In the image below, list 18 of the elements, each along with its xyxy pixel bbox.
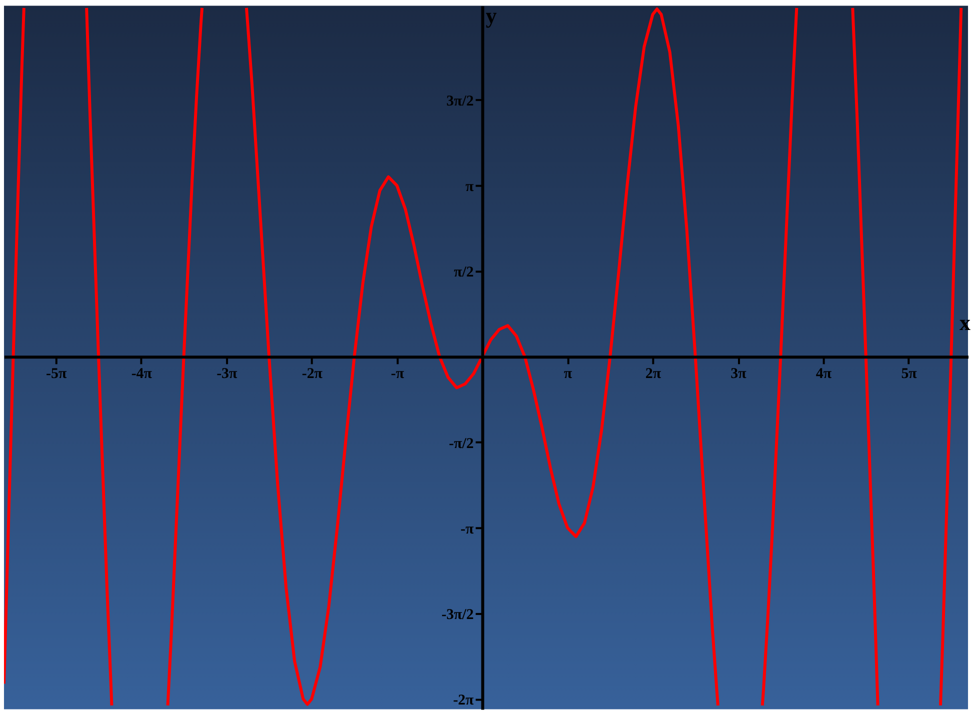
x-tick-label: 5π [901,366,918,382]
x-tick-label: π [564,366,573,382]
x-tick-label: -3π [216,366,238,382]
x-tick-label: -π [390,366,405,382]
x-tick-label: -2π [302,366,324,382]
x-tick-label: 3π [730,366,748,382]
x-tick-label: 4π [816,366,832,382]
y-tick-label: π/2 [454,264,474,281]
x-tick-label: 2π [645,366,662,382]
y-tick-label: -π/2 [448,436,474,452]
x-tick-label: -4π [131,366,153,382]
y-tick-label: 3π/2 [446,93,474,110]
y-tick-label: -3π/2 [441,606,474,623]
y-tick-label: -2π [453,692,475,709]
y-tick-label: π [466,178,475,195]
y-axis-title: y [486,3,497,28]
x-tick-label: -5π [46,366,68,382]
y-tick-label: -π [460,521,475,538]
